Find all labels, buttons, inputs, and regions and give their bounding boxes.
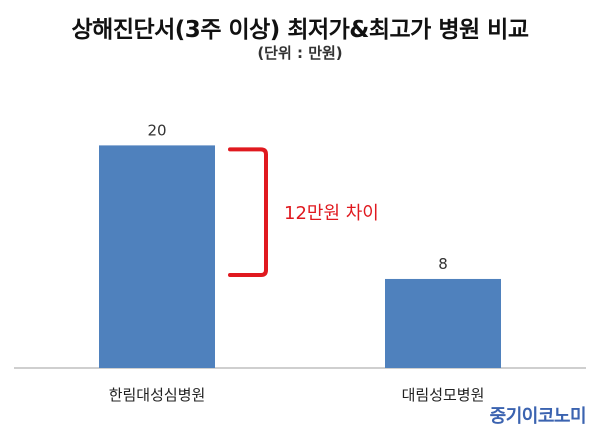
bar-2: [385, 278, 501, 368]
difference-bracket: [228, 147, 268, 277]
bar-1: [99, 145, 215, 368]
x-tick-label-2: 대림성모병원: [402, 386, 485, 404]
data-label-2: 8: [438, 255, 448, 273]
watermark-logo: 중기이코노미: [489, 406, 587, 427]
difference-annotation: 12만원 차이: [284, 203, 379, 224]
chart-subtitle: (단위 : 만원): [257, 44, 343, 62]
data-label-1: 20: [147, 121, 166, 139]
chart-title: 상해진단서(3주 이상) 최저가&최고가 병원 비교: [71, 17, 530, 43]
x-tick-label-1: 한림대성심병원: [109, 386, 206, 404]
